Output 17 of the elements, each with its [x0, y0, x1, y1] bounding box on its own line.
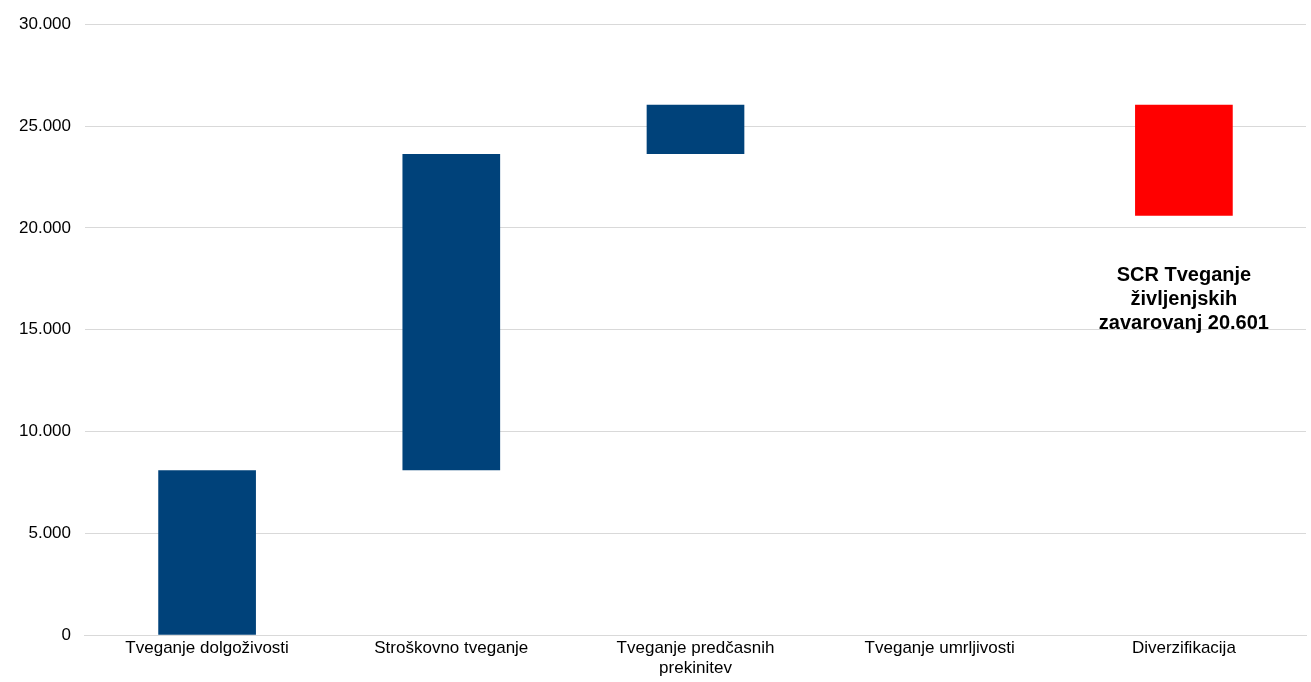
bar: [646, 104, 745, 154]
y-tick-label: 15.000: [19, 319, 71, 339]
bar: [1135, 104, 1233, 216]
bar: [402, 153, 501, 471]
x-tick-label: Tveganje umrljivosti: [864, 638, 1015, 658]
x-tick-label: Diverzifikacija: [1131, 638, 1237, 658]
bar: [158, 470, 256, 635]
x-tick-label: Stroškovno tveganje: [374, 638, 529, 658]
x-tick-label: Tveganje predčasnih prekinitev: [616, 638, 775, 678]
y-tick-label: 20.000: [19, 217, 71, 237]
x-tick-label: Tveganje dolgoživosti: [125, 638, 289, 658]
annotation: SCR Tveganje življenjskih zavarovanj 20.601: [1098, 263, 1269, 334]
y-tick-label: 5.000: [28, 523, 71, 543]
y-tick-label: 0: [61, 624, 71, 644]
y-tick-label: 30.000: [19, 13, 71, 33]
y-tick-label: 25.000: [19, 115, 71, 135]
y-tick-label: 10.000: [19, 421, 71, 441]
